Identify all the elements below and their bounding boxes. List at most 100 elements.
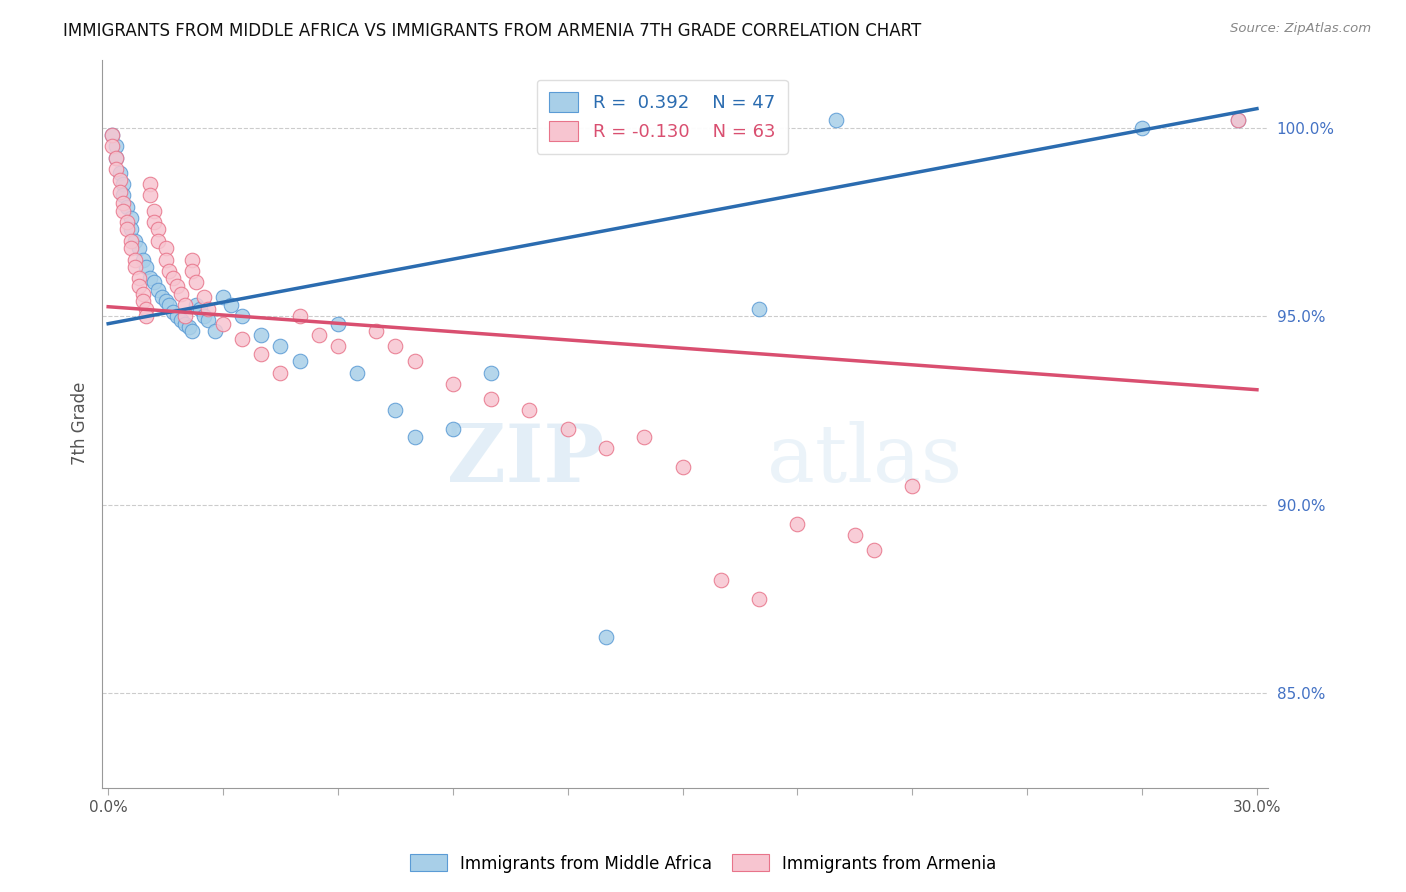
Point <box>441 377 464 392</box>
Point <box>346 366 368 380</box>
Point <box>671 460 693 475</box>
Point <box>557 422 579 436</box>
Point <box>120 234 142 248</box>
Point <box>162 305 184 319</box>
Point <box>146 283 169 297</box>
Point <box>101 128 124 142</box>
Point <box>748 301 770 316</box>
Point <box>269 366 291 380</box>
Point <box>139 177 162 191</box>
Point <box>112 196 135 211</box>
Point <box>117 215 139 229</box>
Legend: R =  0.392    N = 47, R = -0.130    N = 63: R = 0.392 N = 47, R = -0.130 N = 63 <box>537 79 787 153</box>
Point <box>159 264 181 278</box>
Point <box>193 309 215 323</box>
Point <box>143 275 166 289</box>
Point <box>150 290 173 304</box>
Point <box>128 241 150 255</box>
Point <box>120 222 142 236</box>
Point <box>288 309 311 323</box>
Point <box>170 313 193 327</box>
Point <box>124 234 146 248</box>
Point <box>197 313 219 327</box>
Point <box>177 320 200 334</box>
Point <box>633 430 655 444</box>
Point <box>193 290 215 304</box>
Point <box>124 260 146 274</box>
Point <box>112 177 135 191</box>
Y-axis label: 7th Grade: 7th Grade <box>72 382 89 466</box>
Point <box>104 151 127 165</box>
Point <box>173 317 195 331</box>
Point <box>288 354 311 368</box>
Point <box>120 241 142 255</box>
Point <box>120 211 142 225</box>
Point <box>139 188 162 202</box>
Point <box>1130 120 1153 135</box>
Point <box>212 317 235 331</box>
Text: Source: ZipAtlas.com: Source: ZipAtlas.com <box>1230 22 1371 36</box>
Point <box>117 222 139 236</box>
Point <box>863 543 886 558</box>
Point <box>595 441 617 455</box>
Point <box>135 301 157 316</box>
Point <box>308 328 330 343</box>
Point <box>112 203 135 218</box>
Point <box>186 275 208 289</box>
Point <box>112 188 135 202</box>
Point <box>197 301 219 316</box>
Point <box>479 392 502 406</box>
Point <box>188 301 211 316</box>
Point <box>479 366 502 380</box>
Point <box>117 200 139 214</box>
Point <box>155 294 177 309</box>
Point <box>166 279 188 293</box>
Point <box>104 151 127 165</box>
Point <box>326 339 349 353</box>
Point <box>128 271 150 285</box>
Point <box>844 528 866 542</box>
Point <box>204 324 226 338</box>
Point <box>131 286 153 301</box>
Point <box>131 252 153 267</box>
Point <box>219 298 242 312</box>
Point <box>366 324 388 338</box>
Point <box>181 324 204 338</box>
Point <box>159 298 181 312</box>
Point <box>101 139 124 153</box>
Point <box>124 252 146 267</box>
Point <box>143 203 166 218</box>
Point <box>326 317 349 331</box>
Point <box>519 403 541 417</box>
Point <box>173 309 195 323</box>
Point <box>104 139 127 153</box>
Point <box>748 592 770 607</box>
Point <box>128 279 150 293</box>
Point <box>139 271 162 285</box>
Point <box>212 290 235 304</box>
Point <box>786 516 808 531</box>
Point <box>824 112 846 127</box>
Text: IMMIGRANTS FROM MIDDLE AFRICA VS IMMIGRANTS FROM ARMENIA 7TH GRADE CORRELATION C: IMMIGRANTS FROM MIDDLE AFRICA VS IMMIGRA… <box>63 22 921 40</box>
Point <box>1226 112 1249 127</box>
Point <box>108 173 131 187</box>
Point <box>155 241 177 255</box>
Point <box>441 422 464 436</box>
Text: atlas: atlas <box>768 421 962 500</box>
Point <box>250 347 273 361</box>
Point <box>1226 112 1249 127</box>
Point <box>181 252 204 267</box>
Point <box>901 479 924 493</box>
Point <box>173 298 195 312</box>
Point <box>146 222 169 236</box>
Text: ZIP: ZIP <box>447 421 603 500</box>
Legend: Immigrants from Middle Africa, Immigrants from Armenia: Immigrants from Middle Africa, Immigrant… <box>404 847 1002 880</box>
Point <box>166 309 188 323</box>
Point <box>101 128 124 142</box>
Point <box>146 234 169 248</box>
Point <box>135 260 157 274</box>
Point <box>155 252 177 267</box>
Point <box>404 354 426 368</box>
Point <box>384 403 406 417</box>
Point <box>135 309 157 323</box>
